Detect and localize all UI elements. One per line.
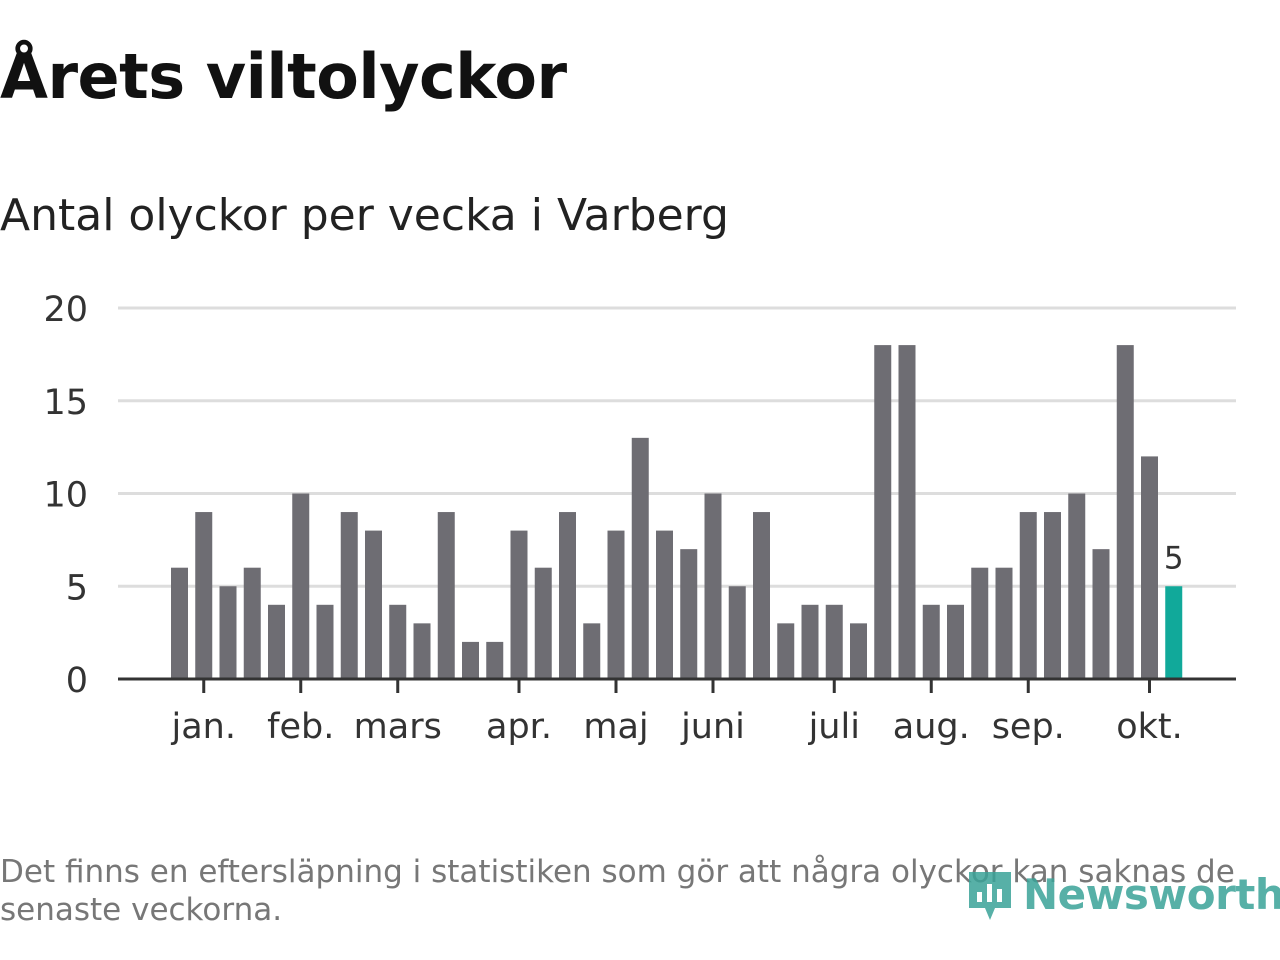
- bar: [947, 604, 964, 679]
- bar-layer: 5: [171, 345, 1184, 679]
- bar-highlight-label: 5: [1164, 540, 1184, 576]
- x-tick-label: juni: [680, 707, 745, 747]
- footnote: Det finns en eftersläpning i statistiken…: [0, 854, 1235, 928]
- bar: [340, 512, 358, 679]
- bar: [1116, 345, 1134, 679]
- bar: [631, 437, 649, 679]
- x-tick-label: okt.: [1116, 707, 1183, 747]
- bar-highlight: [1165, 586, 1183, 679]
- newsworthy-logo-text: Newsworthy: [1023, 869, 1280, 919]
- bar: [753, 512, 770, 679]
- bar-chart: 5 0 5 10 15 20 jan. feb. mars apr. maj juni juli aug…: [43, 290, 1236, 747]
- x-tick-label: mars: [354, 707, 442, 747]
- bar: [510, 530, 528, 679]
- x-tick-label: jan.: [171, 707, 236, 747]
- bar: [292, 493, 310, 679]
- bar: [413, 623, 431, 679]
- bar: [1019, 512, 1037, 679]
- newsworthy-logo: Newsworthy: [965, 862, 1280, 926]
- bar: [243, 567, 261, 679]
- bar: [268, 604, 285, 679]
- bar: [171, 567, 188, 679]
- bar: [486, 641, 504, 679]
- bar: [850, 623, 867, 679]
- bar: [365, 530, 382, 679]
- bar: [825, 604, 843, 679]
- bar: [971, 567, 989, 679]
- y-tick-label-10: 10: [43, 476, 88, 516]
- x-tick-label: apr.: [486, 707, 552, 747]
- bar: [437, 512, 455, 679]
- x-tick-label: maj: [583, 707, 648, 747]
- axis-layer: 0 5 10 15 20 jan. feb. mars apr. maj juni juli aug. s…: [43, 290, 1236, 747]
- y-tick-label-5: 5: [66, 568, 88, 608]
- bar: [777, 623, 795, 679]
- bar: [656, 530, 673, 679]
- y-tick-label-0: 0: [66, 661, 88, 701]
- x-tick-label: juli: [808, 707, 860, 747]
- bar: [898, 345, 916, 679]
- bar: [1141, 456, 1158, 679]
- bar: [728, 586, 746, 679]
- bar: [219, 586, 237, 679]
- bar: [607, 530, 625, 679]
- newsworthy-logo-icon: [969, 872, 1011, 920]
- bar: [195, 512, 213, 679]
- x-tick-label: sep.: [992, 707, 1065, 747]
- bar: [583, 623, 601, 679]
- bar: [1068, 493, 1086, 679]
- y-tick-label-20: 20: [43, 290, 88, 330]
- bar: [316, 604, 334, 679]
- bar: [389, 604, 407, 679]
- bar: [874, 345, 892, 679]
- bar: [995, 567, 1013, 679]
- chart-subtitle: Antal olyckor per vecka i Varberg: [0, 190, 729, 241]
- bar: [559, 512, 576, 679]
- bar: [1092, 549, 1110, 679]
- bar: [704, 493, 722, 679]
- bar: [680, 549, 698, 679]
- bar: [1044, 512, 1061, 679]
- bar: [462, 641, 479, 679]
- x-tick-label: feb.: [267, 707, 334, 747]
- bar: [801, 604, 819, 679]
- y-tick-label-15: 15: [43, 383, 88, 423]
- bar: [922, 604, 940, 679]
- bar: [534, 567, 552, 679]
- chart-title: Årets viltolyckor: [0, 40, 567, 113]
- x-tick-label: aug.: [893, 707, 970, 747]
